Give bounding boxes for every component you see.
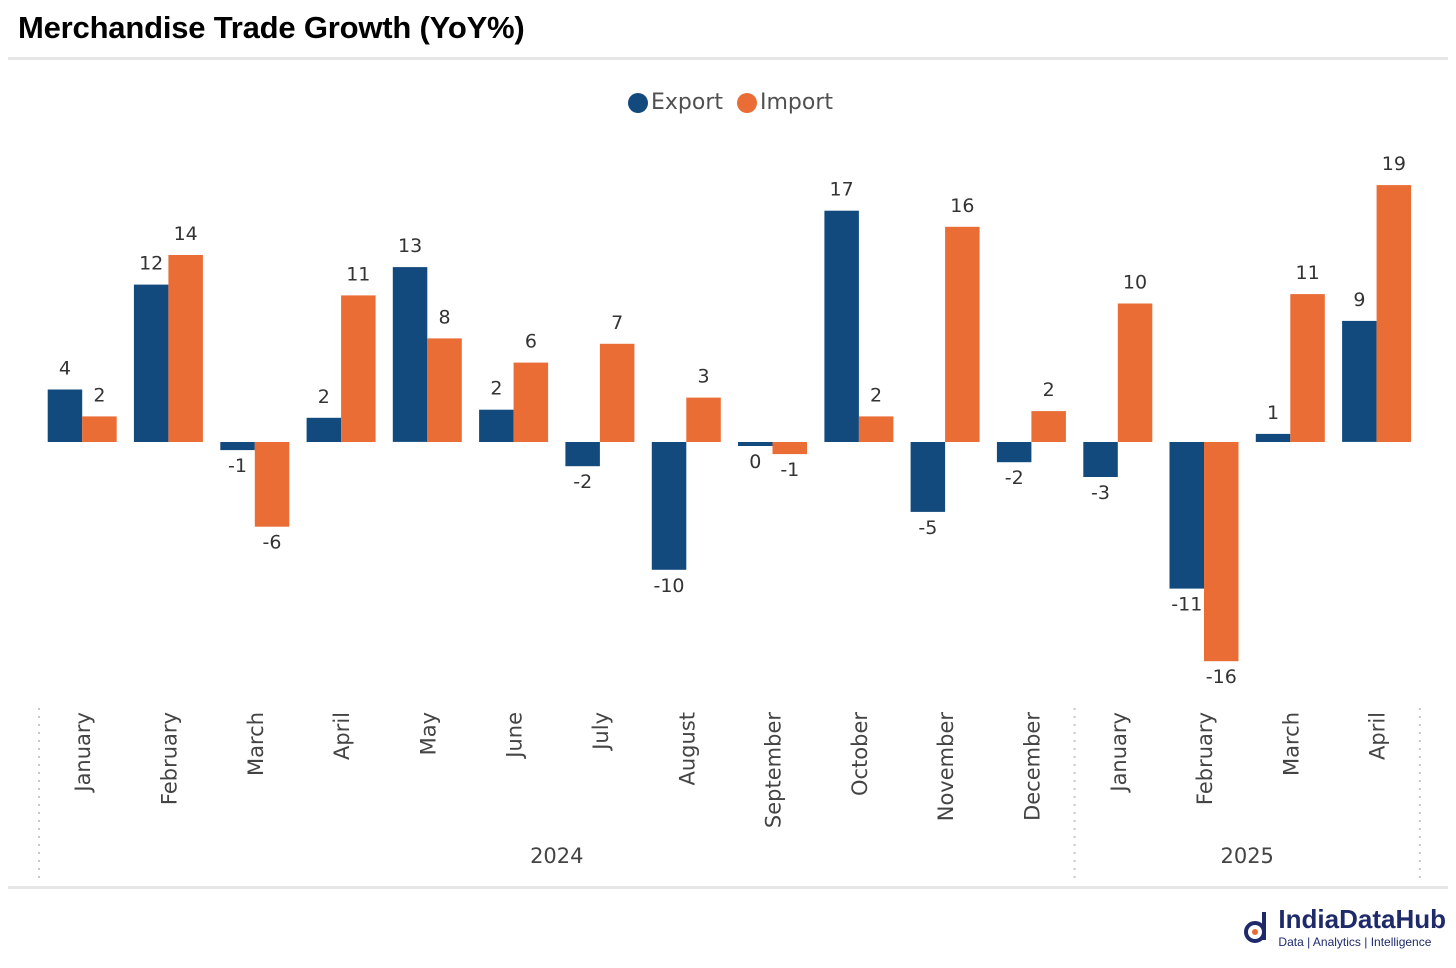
data-label-export-7: -10: [653, 575, 684, 597]
x-tick-label-6: July: [589, 712, 613, 752]
data-label-export-13: -11: [1171, 594, 1202, 616]
x-tick-label-0: January: [71, 712, 95, 794]
data-label-import-14: 11: [1296, 262, 1320, 284]
bar-import-7: [686, 397, 721, 442]
data-label-export-6: -2: [573, 471, 592, 493]
data-label-export-1: 12: [139, 253, 163, 275]
data-label-import-8: -1: [780, 459, 799, 481]
bar-export-5: [479, 409, 514, 442]
data-label-export-4: 13: [398, 235, 422, 257]
chart-title: Merchandise Trade Growth (YoY%): [18, 10, 525, 45]
bottom-divider: [8, 886, 1448, 889]
data-label-import-10: 16: [950, 195, 974, 217]
bar-export-7: [651, 442, 687, 570]
bar-import-6: [599, 343, 635, 442]
bar-export-6: [565, 442, 600, 467]
x-tick-label-7: August: [675, 712, 699, 786]
top-divider: [8, 57, 1448, 60]
data-label-import-13: -16: [1206, 666, 1237, 688]
bar-export-13: [1169, 442, 1204, 589]
data-label-import-3: 11: [346, 263, 370, 285]
brand-logo: IndiaDataHub Data | Analytics | Intellig…: [1242, 906, 1446, 950]
bar-import-3: [341, 295, 376, 442]
year-label-2025: 2025: [1220, 844, 1273, 868]
bar-export-14: [1255, 433, 1291, 442]
bar-import-0: [82, 416, 117, 442]
year-label-2024: 2024: [530, 844, 583, 868]
x-tick-label-9: October: [848, 712, 872, 796]
x-tick-label-4: May: [416, 712, 440, 755]
bar-export-15: [1342, 320, 1377, 442]
legend-label-export: Export: [651, 90, 724, 115]
data-label-export-11: -2: [1005, 467, 1024, 489]
bar-import-13: [1204, 442, 1239, 662]
x-tick-label-10: November: [934, 712, 958, 822]
data-label-import-9: 2: [870, 384, 882, 406]
data-label-export-12: -3: [1091, 482, 1110, 504]
data-label-export-9: 17: [830, 179, 854, 201]
legend-item-import[interactable]: Import: [737, 90, 833, 115]
data-label-import-2: -6: [263, 532, 282, 554]
data-label-import-1: 14: [174, 223, 198, 245]
bar-import-9: [858, 416, 894, 442]
data-label-export-5: 2: [490, 378, 502, 400]
x-tick-label-5: June: [503, 712, 527, 760]
bar-import-10: [945, 226, 980, 442]
data-label-import-5: 6: [525, 331, 537, 353]
x-tick-label-11: December: [1020, 712, 1044, 821]
bar-export-0: [47, 389, 83, 442]
x-tick-label-14: March: [1279, 712, 1303, 776]
bar-import-8: [772, 442, 807, 455]
legend-swatch-import: [737, 92, 758, 113]
india-data-hub-logo-icon: [1244, 912, 1267, 943]
data-label-import-7: 3: [697, 366, 709, 388]
x-tick-label-15: April: [1366, 712, 1390, 760]
data-label-import-12: 10: [1123, 272, 1147, 294]
bar-import-1: [168, 255, 203, 442]
legend-item-export[interactable]: Export: [628, 90, 723, 115]
bar-import-2: [254, 442, 290, 527]
data-label-import-4: 8: [439, 306, 451, 328]
data-label-export-15: 9: [1353, 289, 1365, 311]
bar-import-4: [427, 338, 462, 442]
bar-import-15: [1376, 185, 1412, 442]
brand-tagline: Data | Analytics | Intelligence: [1278, 935, 1432, 949]
brand-name: IndiaDataHub: [1278, 904, 1446, 934]
x-tick-label-1: February: [157, 712, 181, 805]
x-tick-label-8: September: [762, 712, 786, 828]
bar-export-8: [738, 442, 773, 446]
data-label-export-10: -5: [918, 517, 937, 539]
bar-import-11: [1031, 411, 1066, 442]
data-label-import-6: 7: [611, 312, 623, 334]
bar-export-3: [306, 417, 342, 442]
bar-import-14: [1290, 294, 1325, 442]
legend[interactable]: Export Import: [628, 90, 841, 115]
data-label-export-3: 2: [318, 386, 330, 408]
data-label-export-14: 1: [1267, 402, 1279, 424]
data-label-import-0: 2: [93, 384, 105, 406]
bar-export-4: [392, 267, 428, 442]
legend-label-import: Import: [760, 90, 834, 115]
bar-import-12: [1117, 303, 1153, 442]
data-label-export-2: -1: [228, 455, 247, 477]
bar-export-2: [220, 442, 255, 451]
x-tick-label-13: February: [1193, 712, 1217, 805]
bar-export-12: [1083, 442, 1118, 477]
bar-export-10: [910, 442, 946, 512]
bar-export-11: [996, 442, 1032, 463]
data-label-import-11: 2: [1043, 379, 1055, 401]
x-tick-label-3: April: [330, 712, 354, 760]
x-tick-label-12: January: [1107, 712, 1131, 794]
bar-import-5: [513, 362, 549, 442]
x-tick-label-2: March: [244, 712, 268, 776]
data-label-export-8: 0: [749, 451, 761, 473]
legend-swatch-export: [628, 92, 648, 113]
bar-export-9: [824, 210, 859, 442]
data-label-export-0: 4: [59, 358, 71, 380]
data-label-import-15: 19: [1382, 153, 1406, 175]
bar-export-1: [133, 284, 169, 442]
